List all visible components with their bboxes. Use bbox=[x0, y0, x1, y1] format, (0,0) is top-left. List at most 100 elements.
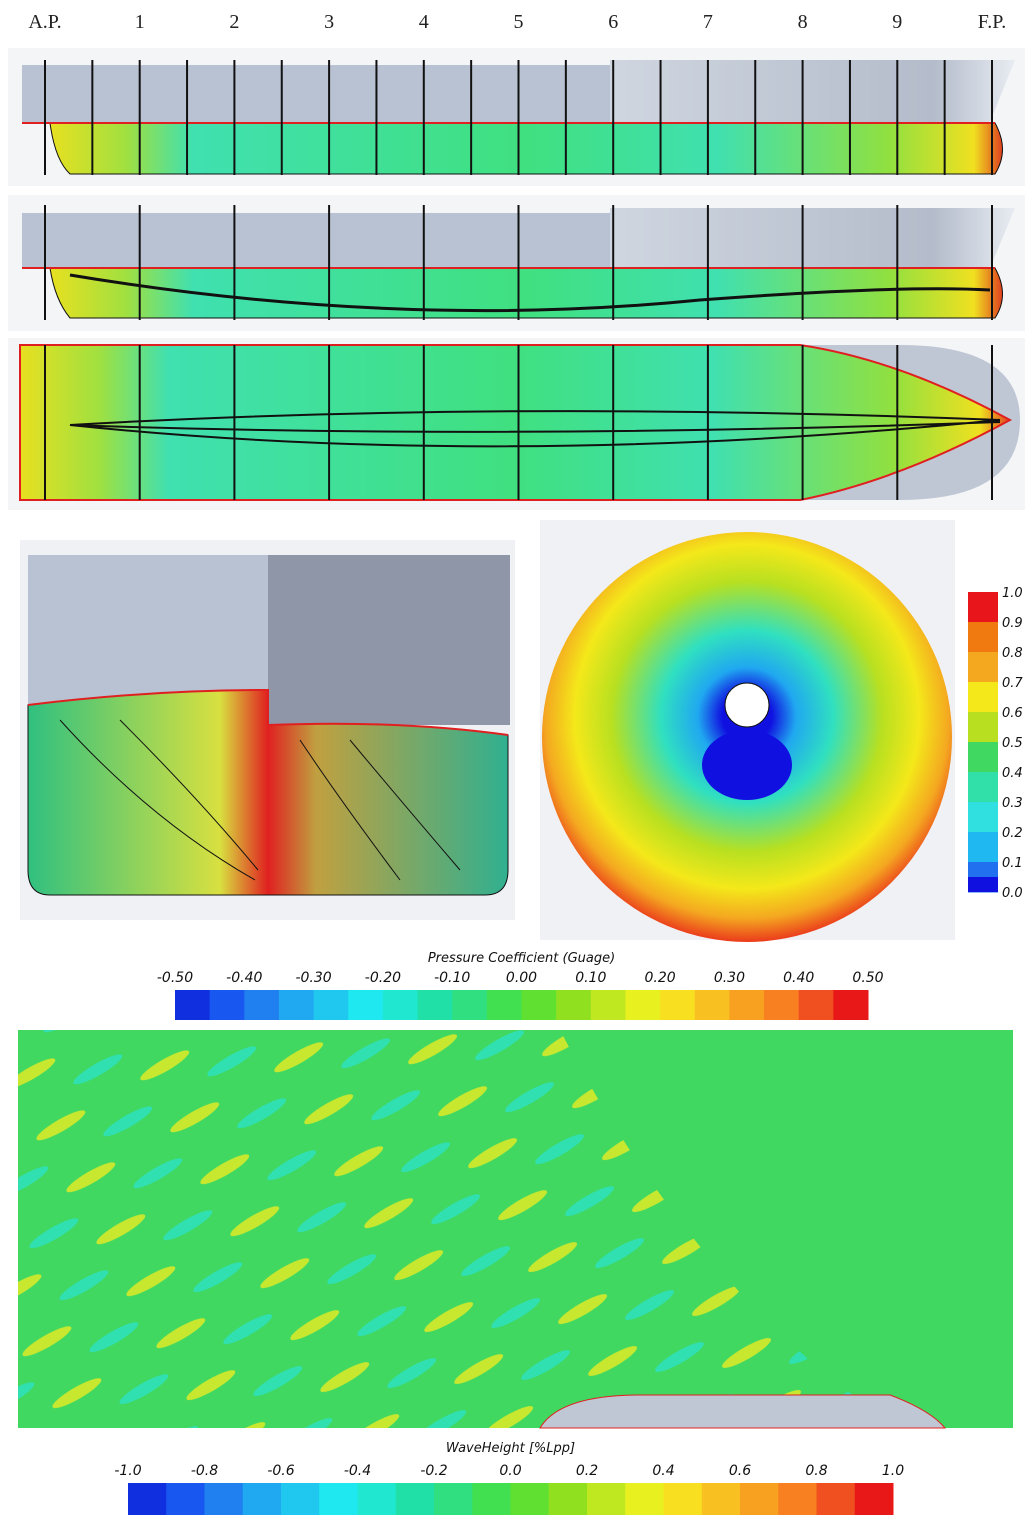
colorbar-swatch bbox=[205, 1483, 244, 1515]
station-label: 6 bbox=[608, 11, 618, 33]
colorbar-swatch bbox=[764, 990, 799, 1020]
colorbar-swatch bbox=[452, 990, 487, 1020]
colorbar-tick: 0.2 bbox=[576, 1463, 598, 1479]
colorbar-swatch bbox=[625, 990, 660, 1020]
colorbar-swatch bbox=[968, 712, 998, 743]
colorbar-swatch bbox=[556, 990, 591, 1020]
colorbar-tick: -0.30 bbox=[295, 970, 331, 986]
colorbar-swatch bbox=[817, 1483, 856, 1515]
colorbar-tick: 0.3 bbox=[1002, 796, 1023, 811]
deck bbox=[22, 213, 610, 268]
colorbar-swatch bbox=[279, 990, 314, 1020]
colorbar-tick: 1.0 bbox=[882, 1463, 904, 1479]
colorbar-swatch bbox=[319, 1483, 358, 1515]
colorbar-swatch bbox=[549, 1483, 588, 1515]
colorbar-swatch bbox=[968, 742, 998, 773]
colorbar-swatch bbox=[210, 990, 245, 1020]
colorbar-swatch bbox=[729, 990, 764, 1020]
colorbar-swatch bbox=[625, 1483, 664, 1515]
colorbar-tick: -0.2 bbox=[420, 1463, 447, 1479]
colorbar-tick: 0.5 bbox=[1002, 736, 1023, 751]
station-label: 7 bbox=[703, 11, 713, 33]
colorbar-tick: -0.6 bbox=[267, 1463, 294, 1479]
colorbar-swatch bbox=[591, 990, 626, 1020]
colorbar-swatch bbox=[968, 802, 998, 833]
colorbar-tick: 0.4 bbox=[652, 1463, 674, 1479]
colorbar-tick: 0.0 bbox=[499, 1463, 521, 1479]
figure: 1.0 0.9 0.8 0.7 0.6 0.5 0.4 0.3 0.2 0.1 0.0 Pressu… bbox=[0, 0, 1033, 1517]
colorbar-swatch bbox=[660, 990, 695, 1020]
colorbar-swatch bbox=[833, 990, 868, 1020]
colorbar-swatch bbox=[664, 1483, 703, 1515]
colorbar-swatch bbox=[695, 990, 730, 1020]
colorbar-tick: -0.10 bbox=[434, 970, 470, 986]
station-label: 4 bbox=[419, 11, 429, 33]
wake-low bbox=[702, 730, 792, 800]
colorbar-tick: 0.9 bbox=[1002, 616, 1023, 631]
colorbar-tick: 0.20 bbox=[645, 970, 676, 986]
ship-plan bbox=[540, 1395, 945, 1428]
colorbar-swatch bbox=[968, 592, 998, 623]
colorbar-swatch bbox=[487, 990, 522, 1020]
bow-above bbox=[610, 60, 1015, 122]
colorbar-tick: 0.50 bbox=[852, 970, 883, 986]
colorbar-swatch bbox=[799, 990, 834, 1020]
colorbar-swatch bbox=[244, 990, 279, 1020]
station-label: A.P. bbox=[28, 11, 61, 33]
colorbar-swatch bbox=[740, 1483, 779, 1515]
station-label: F.P. bbox=[978, 11, 1006, 33]
hub bbox=[725, 683, 769, 727]
colorbar-tick: 0.7 bbox=[1002, 676, 1023, 691]
colorbar-swatch bbox=[418, 990, 453, 1020]
colorbar-swatch bbox=[968, 622, 998, 653]
colorbar-tick: 1.0 bbox=[1002, 586, 1023, 601]
colorbar-swatch bbox=[968, 652, 998, 683]
station-label: 5 bbox=[514, 11, 524, 33]
colorbar-swatch bbox=[434, 1483, 473, 1515]
colorbar-tick: 0.30 bbox=[714, 970, 745, 986]
colorbar-swatch bbox=[383, 990, 418, 1020]
colorbar-swatch bbox=[855, 1483, 894, 1515]
colorbar-swatch bbox=[348, 990, 383, 1020]
colorbar-swatch bbox=[778, 1483, 817, 1515]
colorbar-tick: 0.10 bbox=[575, 970, 606, 986]
colorbar-swatch bbox=[314, 990, 349, 1020]
colorbar-tick: 0.8 bbox=[1002, 646, 1023, 661]
colorbar-tick: -1.0 bbox=[114, 1463, 141, 1479]
hull bbox=[50, 123, 1003, 174]
colorbar-swatch bbox=[968, 682, 998, 713]
colorbar-tick: -0.40 bbox=[226, 970, 262, 986]
pressure-colorbar: Pressure Coefficient (Guage)-0.50-0.40-0… bbox=[157, 951, 884, 1020]
colorbar-swatch bbox=[702, 1483, 741, 1515]
colorbar-swatch bbox=[968, 877, 998, 892]
colorbar-swatch bbox=[472, 1483, 511, 1515]
colorbar-tick: -0.4 bbox=[344, 1463, 371, 1479]
colorbar-swatch bbox=[511, 1483, 550, 1515]
colorbar-tick: 0.40 bbox=[783, 970, 814, 986]
colorbar-tick: 0.1 bbox=[1002, 856, 1023, 871]
colorbar-title: WaveHeight [%Lpp] bbox=[446, 1441, 575, 1456]
hull bbox=[20, 345, 1010, 500]
station-label: 8 bbox=[798, 11, 808, 33]
deck bbox=[22, 65, 610, 123]
colorbar-swatch bbox=[166, 1483, 205, 1515]
colorbar-tick: 0.00 bbox=[506, 970, 537, 986]
station-label: 1 bbox=[135, 11, 145, 33]
colorbar-title: Pressure Coefficient (Guage) bbox=[428, 951, 615, 966]
colorbar-tick: 0.4 bbox=[1002, 766, 1023, 781]
colorbar-swatch bbox=[243, 1483, 282, 1515]
station-label: 3 bbox=[324, 11, 334, 33]
colorbar-tick: 0.6 bbox=[1002, 706, 1023, 721]
wake-colorbar: 1.00.90.80.70.60.50.40.30.20.10.0 bbox=[968, 586, 1023, 901]
colorbar-swatch bbox=[968, 832, 998, 863]
colorbar-swatch bbox=[522, 990, 557, 1020]
colorbar-tick: -0.20 bbox=[365, 970, 401, 986]
station-label: 9 bbox=[892, 11, 902, 33]
colorbar-swatch bbox=[281, 1483, 320, 1515]
colorbar-tick: 0.0 bbox=[1002, 886, 1023, 901]
colorbar-tick: 0.8 bbox=[805, 1463, 827, 1479]
colorbar-swatch bbox=[175, 990, 210, 1020]
section-above bbox=[268, 555, 510, 725]
colorbar-swatch bbox=[968, 772, 998, 803]
